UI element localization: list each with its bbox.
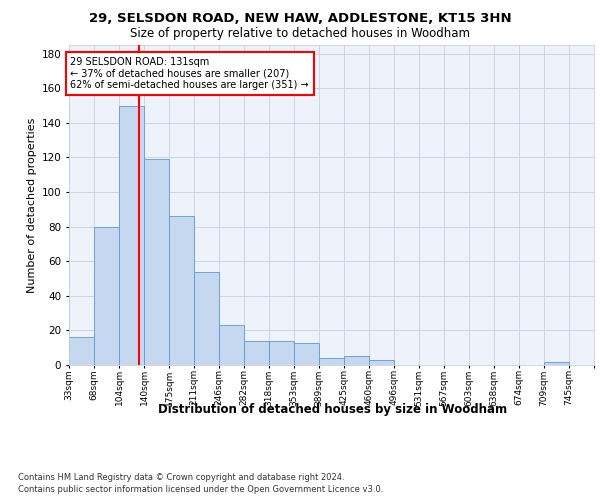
Text: 29, SELSDON ROAD, NEW HAW, ADDLESTONE, KT15 3HN: 29, SELSDON ROAD, NEW HAW, ADDLESTONE, K…	[89, 12, 511, 26]
Text: 29 SELSDON ROAD: 131sqm
← 37% of detached houses are smaller (207)
62% of semi-d: 29 SELSDON ROAD: 131sqm ← 37% of detache…	[70, 57, 309, 90]
Bar	[319, 358, 344, 365]
Bar	[69, 338, 94, 365]
Bar	[119, 106, 144, 365]
Bar	[94, 226, 119, 365]
Bar	[344, 356, 369, 365]
Text: Contains public sector information licensed under the Open Government Licence v3: Contains public sector information licen…	[18, 485, 383, 494]
Text: Distribution of detached houses by size in Woodham: Distribution of detached houses by size …	[158, 402, 508, 415]
Bar	[269, 341, 294, 365]
Text: Size of property relative to detached houses in Woodham: Size of property relative to detached ho…	[130, 28, 470, 40]
Bar	[169, 216, 194, 365]
Bar	[144, 159, 169, 365]
Bar	[544, 362, 569, 365]
Bar	[194, 272, 219, 365]
Bar	[294, 342, 319, 365]
Bar	[369, 360, 394, 365]
Bar	[219, 325, 244, 365]
Text: Contains HM Land Registry data © Crown copyright and database right 2024.: Contains HM Land Registry data © Crown c…	[18, 472, 344, 482]
Y-axis label: Number of detached properties: Number of detached properties	[28, 118, 37, 292]
Bar	[244, 341, 269, 365]
